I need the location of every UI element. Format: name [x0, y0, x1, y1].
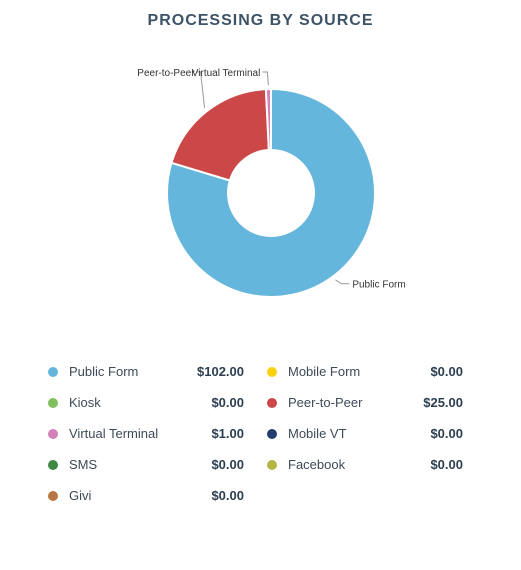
legend-item-kiosk[interactable]: Kiosk $0.00: [48, 393, 244, 413]
legend-item-facebook[interactable]: Facebook $0.00: [267, 455, 463, 475]
legend-item-mobile-form[interactable]: Mobile Form $0.00: [267, 362, 463, 382]
legend-label-facebook: Facebook: [288, 457, 346, 472]
slice-peer-to-peer[interactable]: [170, 88, 270, 182]
leader-line-peer-to-peer: [196, 71, 206, 108]
legend-value-facebook: $0.00: [430, 457, 463, 472]
legend-value-givi: $0.00: [211, 488, 244, 503]
legend-value-mobile-vt: $0.00: [430, 426, 463, 441]
legend-value-mobile-form: $0.00: [430, 364, 463, 379]
legend-value-public-form: $102.00: [197, 364, 244, 379]
legend-label-peer-to-peer: Peer-to-Peer: [288, 395, 363, 410]
legend-swatch-public-form: [48, 367, 58, 377]
legend-value-peer-to-peer: $25.00: [423, 395, 463, 410]
legend-swatch-facebook: [267, 460, 277, 470]
legend-label-public-form: Public Form: [69, 364, 139, 379]
legend-value-sms: $0.00: [211, 457, 244, 472]
legend-swatch-sms: [48, 460, 58, 470]
legend-label-virtual-terminal: Virtual Terminal: [69, 426, 159, 441]
chart-title: PROCESSING BY SOURCE: [147, 12, 374, 29]
legend-swatch-peer-to-peer: [267, 398, 277, 408]
slice-label-virtual-terminal: Virtual Terminal: [192, 68, 261, 79]
legend-swatch-kiosk: [48, 398, 58, 408]
legend-swatch-virtual-terminal: [48, 429, 58, 439]
legend-item-givi[interactable]: Givi $0.00: [48, 486, 244, 506]
legend-swatch-mobile-vt: [267, 429, 277, 439]
legend-item-peer-to-peer[interactable]: Peer-to-Peer $25.00: [267, 393, 463, 413]
legend-label-givi: Givi: [69, 488, 92, 503]
slice-virtual-terminal[interactable]: [264, 87, 272, 152]
slice-public-form[interactable]: [166, 87, 376, 298]
legend-value-kiosk: $0.00: [211, 395, 244, 410]
legend-label-kiosk: Kiosk: [69, 395, 101, 410]
leader-line-virtual-terminal: [262, 71, 269, 86]
leader-line-public-form: [335, 279, 350, 285]
slice-label-peer-to-peer: Peer-to-Peer: [137, 68, 195, 79]
legend-swatch-mobile-form: [267, 367, 277, 377]
legend-swatch-givi: [48, 491, 58, 501]
legend-label-sms: SMS: [69, 457, 98, 472]
legend-label-mobile-form: Mobile Form: [288, 364, 361, 379]
legend-item-sms[interactable]: SMS $0.00: [48, 455, 244, 475]
legend-item-mobile-vt[interactable]: Mobile VT $0.00: [267, 424, 463, 444]
legend-item-virtual-terminal[interactable]: Virtual Terminal $1.00: [48, 424, 244, 444]
slice-label-public-form: Public Form: [352, 280, 405, 291]
legend-value-virtual-terminal: $1.00: [211, 426, 244, 441]
legend-label-mobile-vt: Mobile VT: [288, 426, 347, 441]
legend-item-public-form[interactable]: Public Form $102.00: [48, 362, 244, 382]
